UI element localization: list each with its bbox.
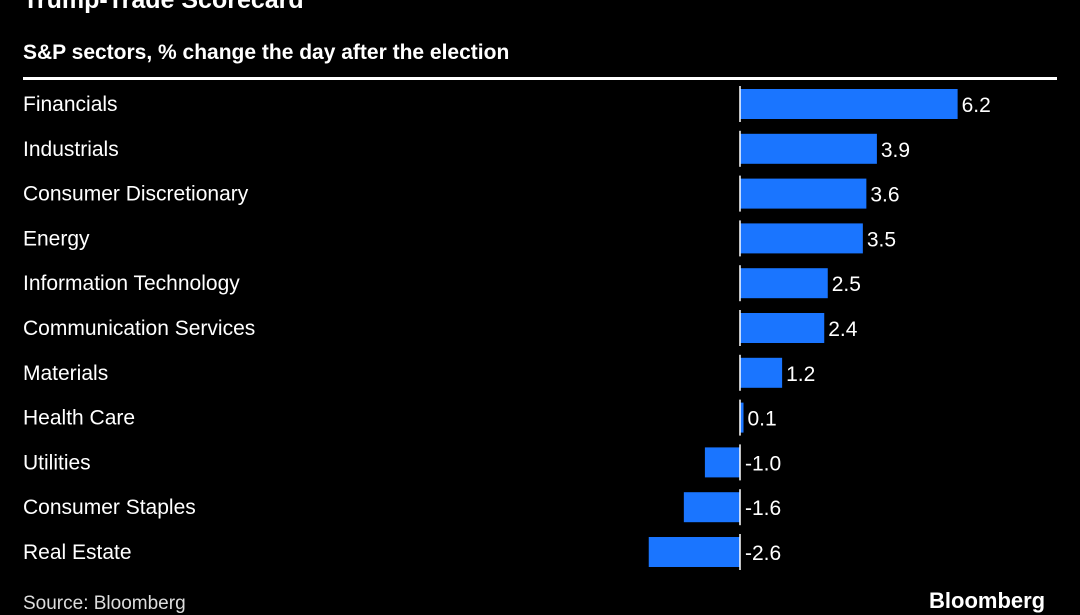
data-label: 2.5: [832, 273, 861, 296]
data-label: 3.9: [881, 139, 910, 162]
bar: [740, 133, 877, 164]
data-label: 0.1: [748, 408, 777, 431]
data-label: -1.0: [745, 452, 781, 475]
data-label: 3.5: [867, 228, 896, 251]
bar: [740, 223, 863, 254]
bar: [740, 357, 783, 388]
data-label: -1.6: [745, 497, 781, 520]
bar: [740, 402, 744, 433]
bar: [648, 537, 740, 567]
data-label: -2.6: [745, 542, 781, 565]
category-label: Information Technology: [23, 272, 240, 295]
bar: [683, 492, 740, 523]
category-label: Consumer Discretionary: [23, 183, 249, 206]
bar: [740, 89, 958, 119]
category-label: Energy: [23, 227, 90, 250]
category-label: Industrials: [23, 138, 119, 161]
data-label: 1.2: [786, 363, 815, 386]
bar: [704, 447, 740, 478]
source-note: Source: Bloomberg: [23, 593, 186, 614]
category-label: Utilities: [23, 451, 91, 474]
bar: [740, 313, 825, 343]
bar: [740, 268, 828, 299]
bloomberg-logo: Bloomberg: [929, 588, 1046, 613]
bar: [740, 178, 867, 209]
category-label: Health Care: [23, 407, 135, 430]
category-label: Financials: [23, 93, 118, 116]
category-label: Communication Services: [23, 317, 255, 340]
category-label: Consumer Staples: [23, 496, 196, 519]
chart-title: Trump-Trade Scorecard: [23, 0, 304, 14]
category-label: Real Estate: [23, 541, 132, 564]
category-label: Materials: [23, 362, 108, 385]
chart-subtitle: S&P sectors, % change the day after the …: [23, 41, 510, 64]
data-label: 3.6: [870, 184, 899, 207]
data-label: 2.4: [828, 318, 858, 341]
data-label: 6.2: [962, 94, 991, 117]
header-rule: [23, 77, 1057, 80]
